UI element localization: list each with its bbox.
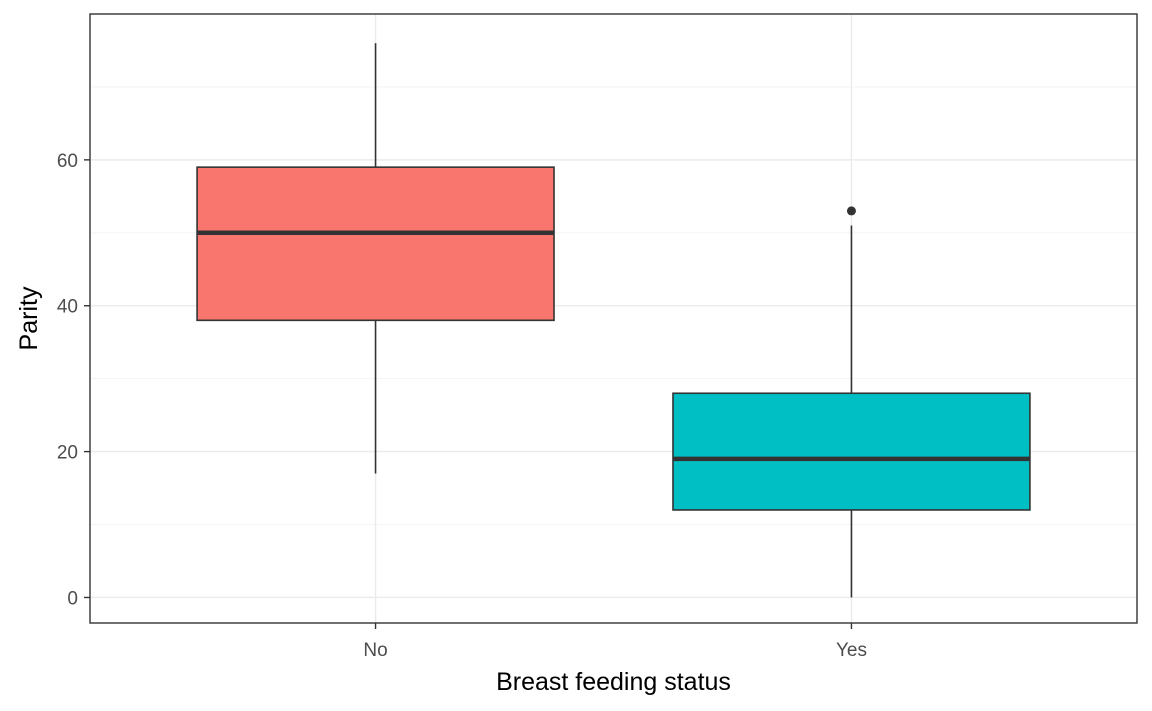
box-iqr (196, 166, 555, 322)
x-axis-title: Breast feeding status (496, 668, 731, 696)
y-tick-label: 40 (57, 297, 78, 318)
x-tick-label: No (363, 640, 387, 661)
y-tick-label: 0 (67, 588, 78, 609)
box-yes (672, 206, 1031, 598)
x-axis-ticks: No Yes (363, 623, 867, 661)
outlier-point (846, 206, 856, 216)
y-axis-ticks: 0 20 40 60 (57, 151, 90, 609)
y-axis-title: Parity (15, 286, 43, 350)
y-tick-label: 60 (57, 151, 78, 172)
boxes-layer (196, 43, 1031, 598)
box-no (196, 43, 555, 474)
y-tick-label: 20 (57, 443, 78, 464)
panel-border (89, 13, 1138, 624)
x-tick-label: Yes (836, 640, 867, 661)
box-iqr (672, 392, 1031, 511)
